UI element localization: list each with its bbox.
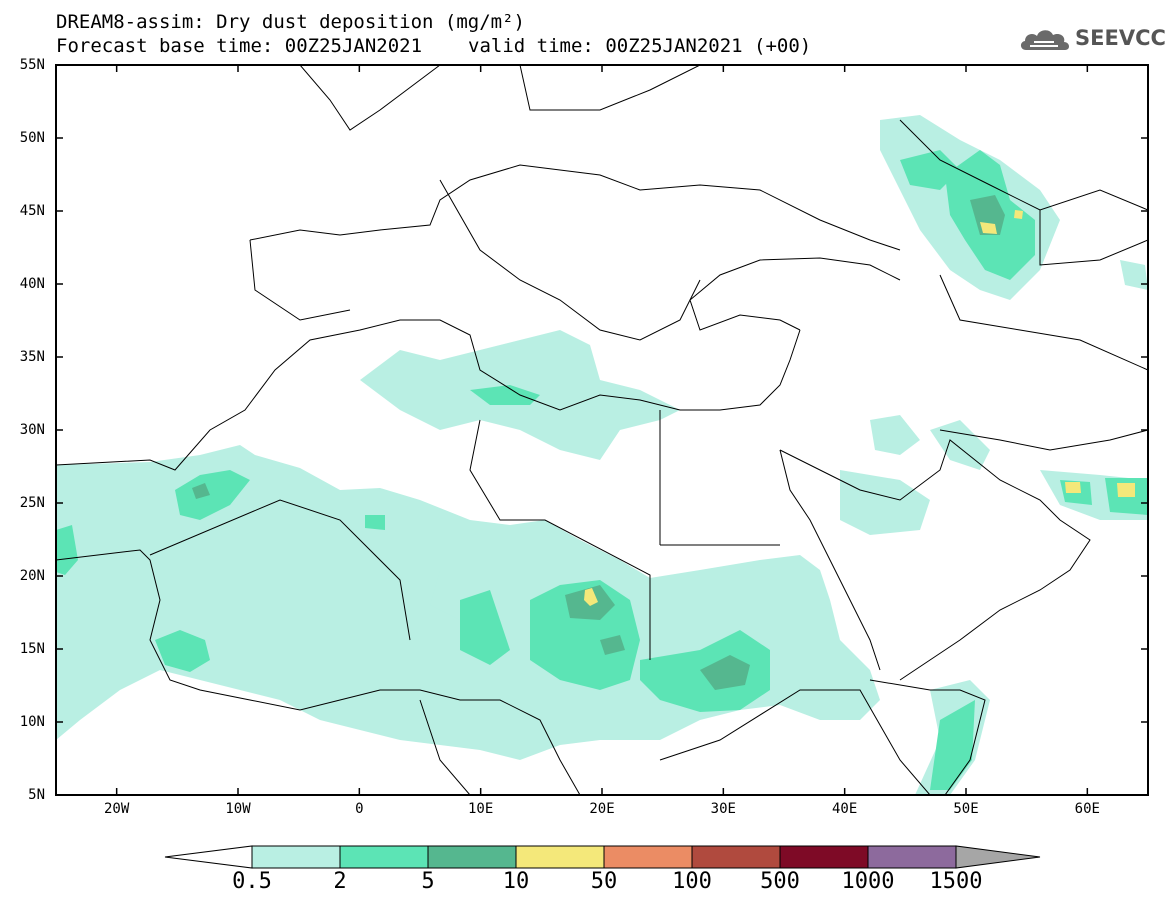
lon-label-20W: 20W (104, 801, 130, 817)
colorbar-swatch-7 (867, 845, 957, 869)
dust-deposition-fields (56, 115, 1148, 795)
colorbar-label-7: 1000 (841, 869, 895, 894)
map-subtitle: Forecast base time: 00Z25JAN2021 valid ti… (56, 36, 811, 56)
colorbar-label-1: 2 (333, 869, 347, 894)
lat-label-55N: 55N (19, 57, 45, 73)
colorbar-swatch-4 (603, 845, 693, 869)
colorbar-under-arrow (164, 845, 253, 869)
lon-label-60E: 60E (1074, 801, 1100, 817)
colorbar-swatch-3 (515, 845, 605, 869)
lat-label-35N: 35N (19, 349, 45, 365)
lat-label-40N: 40N (19, 276, 45, 292)
lat-label-45N: 45N (19, 203, 45, 219)
colorbar-label-5: 100 (672, 869, 712, 894)
lat-label-50N: 50N (19, 130, 45, 146)
lon-label-50E: 50E (953, 801, 979, 817)
lat-label-5N: 5N (28, 787, 45, 803)
colorbar-swatch-0 (251, 845, 341, 869)
valid-time: valid time: 00Z25JAN2021 (+00) (468, 35, 812, 57)
lat-label-30N: 30N (19, 422, 45, 438)
colorbar-swatch-2 (427, 845, 517, 869)
colorbar-swatch-6 (779, 845, 869, 869)
colorbar-swatch-1 (339, 845, 429, 869)
colorbar-label-8: 1500 (929, 869, 983, 894)
lat-label-25N: 25N (19, 495, 45, 511)
colorbar-label-2: 5 (421, 869, 435, 894)
coastlines-and-borders (56, 65, 1148, 795)
lon-label-0: 0 (355, 801, 364, 817)
cloud-icon (1020, 30, 1070, 50)
lat-label-15N: 15N (19, 641, 45, 657)
colorbar-over-arrow (955, 845, 1041, 869)
lon-label-30E: 30E (710, 801, 736, 817)
colorbar (164, 845, 1041, 869)
lon-label-20E: 20E (589, 801, 615, 817)
lat-label-20N: 20N (19, 568, 45, 584)
lon-label-40E: 40E (832, 801, 858, 817)
map-title: DREAM8-assim: Dry dust deposition (mg/m²… (56, 11, 525, 33)
lon-label-10W: 10W (225, 801, 251, 817)
colorbar-label-6: 500 (760, 869, 800, 894)
colorbar-label-3: 10 (502, 869, 530, 894)
lat-label-10N: 10N (19, 714, 45, 730)
colorbar-label-4: 50 (590, 869, 618, 894)
colorbar-swatch-5 (691, 845, 781, 869)
seevccc-logo: SEEVCCC (1018, 24, 1165, 56)
lon-label-10E: 10E (468, 801, 494, 817)
forecast-base-time: Forecast base time: 00Z25JAN2021 (56, 35, 423, 57)
colorbar-label-0: 0.5 (232, 869, 272, 894)
axis-ticks (56, 64, 1148, 796)
logo-text: SEEVCCC (1075, 26, 1165, 50)
